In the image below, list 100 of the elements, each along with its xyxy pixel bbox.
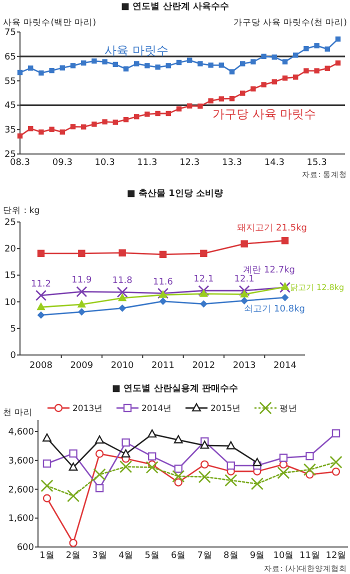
point xyxy=(17,70,23,76)
point xyxy=(187,103,192,109)
point xyxy=(102,59,108,64)
point xyxy=(40,480,54,492)
point xyxy=(76,286,88,298)
x-tick-label: 6월 xyxy=(170,551,186,561)
point xyxy=(250,86,256,92)
point xyxy=(118,249,126,256)
point xyxy=(335,60,341,66)
point xyxy=(229,96,235,102)
point xyxy=(240,297,248,304)
point xyxy=(293,52,298,58)
x-tick-label: 7월 xyxy=(197,551,212,561)
legend-label: 평년 xyxy=(280,404,298,414)
point xyxy=(49,68,54,74)
data-label: 11.2 xyxy=(30,279,52,290)
point xyxy=(95,450,104,458)
point xyxy=(37,250,45,257)
point xyxy=(198,470,211,484)
x-tick-label: 2010 xyxy=(110,361,134,371)
y-tick-label: 35 xyxy=(4,126,16,136)
y2-axis-title: 가구당 사육 마릿수(천 마리) xyxy=(233,18,347,28)
point xyxy=(159,250,167,258)
point xyxy=(250,477,264,490)
point xyxy=(218,96,224,102)
point xyxy=(200,460,209,469)
point xyxy=(218,62,224,68)
point xyxy=(280,282,290,293)
point xyxy=(28,126,34,132)
y-tick-label: 10 xyxy=(4,298,16,308)
point xyxy=(70,124,76,130)
point xyxy=(120,460,132,474)
x-tick-label: 2013 xyxy=(232,361,256,371)
point xyxy=(306,452,314,460)
point xyxy=(78,250,86,257)
y-axis-title: 단위 : kg xyxy=(3,206,40,216)
y-tick-label: 600 xyxy=(16,543,34,553)
point xyxy=(187,58,192,63)
y-tick-label: 4,600 xyxy=(8,428,34,438)
y-tick-label: 2,600 xyxy=(8,485,34,496)
x-tick-label: 2011 xyxy=(152,361,174,371)
x-tick-label: 1월 xyxy=(40,551,54,561)
point xyxy=(282,76,288,81)
point xyxy=(134,114,140,120)
point xyxy=(42,494,52,502)
point xyxy=(60,65,65,70)
point xyxy=(282,294,288,302)
point xyxy=(335,36,341,42)
point xyxy=(314,43,320,48)
point xyxy=(272,79,277,84)
point xyxy=(198,61,203,66)
point xyxy=(304,68,309,74)
point xyxy=(200,290,208,297)
series-label: 계란 12.7kg xyxy=(243,265,295,276)
point xyxy=(240,290,248,298)
point xyxy=(277,466,290,480)
point xyxy=(78,308,86,316)
point xyxy=(70,63,76,68)
point xyxy=(172,470,185,483)
point xyxy=(174,464,182,473)
point xyxy=(200,440,210,449)
x-tick-label: 2014 xyxy=(274,361,297,371)
x-tick-label: 4월 xyxy=(118,551,134,561)
point xyxy=(160,298,166,305)
x-tick-label: 11.3 xyxy=(137,158,158,168)
point xyxy=(122,438,130,447)
y-axis-title: 사육 마릿수(백만 마리) xyxy=(3,18,96,28)
point xyxy=(261,54,266,59)
point xyxy=(68,462,78,471)
point xyxy=(38,129,44,135)
x-tick-label: 08.3 xyxy=(10,158,30,168)
data-label: 12.1 xyxy=(234,274,254,285)
legend-label: 2015년 xyxy=(210,404,242,414)
series-label: 가구당 사육 마릿수 xyxy=(212,106,316,121)
point xyxy=(95,484,104,492)
point xyxy=(155,64,160,70)
point xyxy=(118,304,126,312)
y-tick-label: 3,600 xyxy=(8,456,34,466)
x-tick-label: 09.3 xyxy=(52,158,72,168)
chart-title: ■ 연도별 산란실용계 판매수수 xyxy=(112,384,238,394)
point xyxy=(118,294,126,302)
point xyxy=(81,124,86,130)
y-tick-label: 65 xyxy=(4,52,16,62)
point xyxy=(155,110,160,116)
x-tick-label: 14.3 xyxy=(264,158,284,168)
x-tick-label: 2008 xyxy=(30,361,53,371)
point xyxy=(324,66,330,71)
point xyxy=(123,116,129,122)
point xyxy=(224,474,238,487)
point xyxy=(176,60,182,66)
point xyxy=(272,54,277,60)
y-tick-label: 0 xyxy=(10,351,16,361)
y-tick-label: 55 xyxy=(4,76,16,87)
point xyxy=(208,62,214,68)
point xyxy=(69,538,78,548)
point xyxy=(93,468,106,481)
y-tick-label: 20 xyxy=(4,244,16,255)
x-tick-label: 12월 xyxy=(326,551,346,561)
x-tick-label: 2월 xyxy=(66,551,81,561)
point xyxy=(332,468,340,476)
